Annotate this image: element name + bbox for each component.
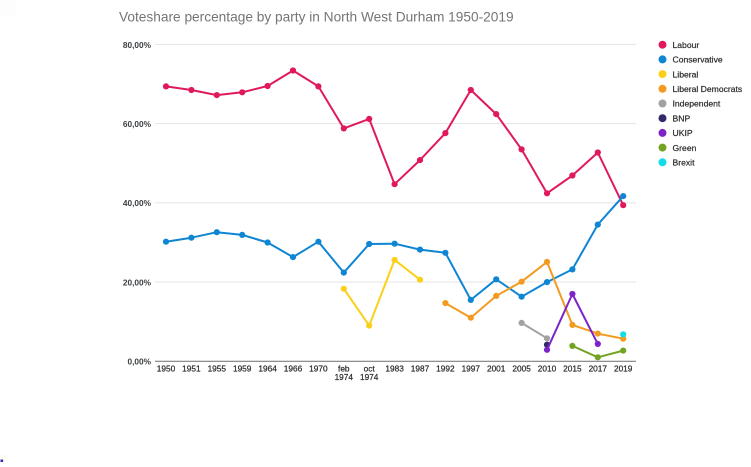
- svg-text:Independent: Independent: [673, 99, 721, 109]
- svg-text:2015: 2015: [563, 364, 582, 374]
- svg-text:2001: 2001: [487, 364, 506, 374]
- svg-text:80,00%: 80,00%: [123, 40, 152, 50]
- svg-text:1955: 1955: [208, 364, 227, 374]
- svg-text:1951: 1951: [182, 364, 201, 374]
- svg-text:1987: 1987: [411, 364, 430, 374]
- svg-text:1997: 1997: [462, 364, 481, 374]
- svg-text:2019: 2019: [614, 364, 633, 374]
- svg-text:feb: feb: [338, 364, 350, 374]
- svg-text:2005: 2005: [512, 364, 531, 374]
- svg-text:1959: 1959: [233, 364, 252, 374]
- svg-text:1966: 1966: [284, 364, 303, 374]
- svg-text:Voteshare percentage by party: Voteshare percentage by party in North W…: [119, 10, 514, 25]
- svg-text:UKIP: UKIP: [673, 128, 693, 138]
- svg-text:BNP: BNP: [673, 113, 691, 123]
- svg-text:Labour: Labour: [673, 40, 700, 50]
- svg-text:2017: 2017: [589, 364, 608, 374]
- svg-text:2010: 2010: [538, 364, 557, 374]
- svg-text:0,00%: 0,00%: [127, 357, 151, 367]
- svg-text:1974: 1974: [360, 372, 379, 382]
- svg-text:1970: 1970: [309, 364, 328, 374]
- svg-text:Liberal Democrats: Liberal Democrats: [673, 84, 743, 94]
- svg-text:Liberal: Liberal: [673, 69, 699, 79]
- svg-text:Conservative: Conservative: [673, 55, 723, 65]
- svg-text:20,00%: 20,00%: [123, 278, 152, 288]
- svg-text:60,00%: 60,00%: [123, 119, 152, 129]
- svg-text:1983: 1983: [385, 364, 404, 374]
- svg-text:1964: 1964: [258, 364, 277, 374]
- svg-text:40,00%: 40,00%: [123, 198, 152, 208]
- svg-text:Green: Green: [673, 143, 697, 153]
- svg-text:1950: 1950: [157, 364, 176, 374]
- svg-text:Brexit: Brexit: [673, 158, 696, 168]
- svg-text:1992: 1992: [436, 364, 455, 374]
- svg-text:1974: 1974: [335, 372, 354, 382]
- svg-text:oct: oct: [364, 364, 376, 374]
